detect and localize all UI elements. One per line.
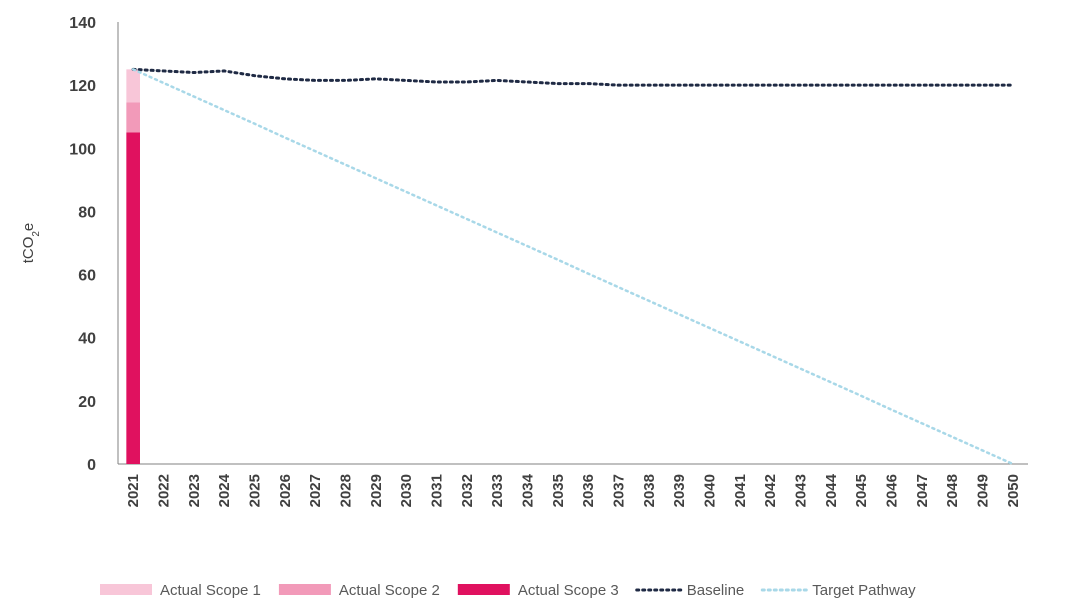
- x-tick-label: 2044: [823, 473, 840, 507]
- x-tick-label: 2050: [1005, 474, 1022, 507]
- x-tick-label: 2049: [975, 474, 992, 507]
- x-tick-label: 2048: [944, 474, 961, 507]
- x-tick-label: 2043: [793, 474, 810, 507]
- x-tick-label: 2033: [489, 474, 506, 507]
- line-target-pathway: [131, 68, 1015, 466]
- x-tick-label: 2029: [368, 474, 385, 507]
- y-tick-label: 140: [69, 15, 96, 32]
- x-tick-label: 2035: [550, 474, 567, 507]
- y-tick-label: 0: [87, 457, 96, 474]
- x-tick-label: 2030: [398, 474, 415, 507]
- x-tick-label: 2021: [125, 474, 142, 507]
- line-baseline: [131, 67, 1015, 87]
- y-tick-label: 80: [78, 204, 96, 221]
- x-tick-label: 2036: [580, 474, 597, 507]
- x-tick-label: 2022: [156, 474, 173, 507]
- bar-actual-scope-1: [126, 69, 140, 103]
- x-tick-label: 2047: [914, 474, 931, 507]
- y-tick-label: 40: [78, 331, 96, 348]
- y-tick-label: 100: [69, 141, 96, 158]
- x-tick-label: 2028: [338, 474, 355, 507]
- x-tick-label: 2039: [671, 474, 688, 507]
- legend-label-actual-scope-2: Actual Scope 2: [339, 582, 440, 599]
- y-tick-label: 20: [78, 394, 96, 411]
- x-tick-label: 2031: [429, 474, 446, 507]
- x-tick-label: 2034: [520, 473, 537, 507]
- x-tick-label: 2032: [459, 474, 476, 507]
- x-tick-label: 2045: [853, 474, 870, 507]
- x-tick-label: 2037: [611, 474, 628, 507]
- legend-swatch-actual-scope-3: [457, 584, 510, 595]
- x-tick-label: 2023: [186, 474, 203, 507]
- x-tick-label: 2027: [307, 474, 324, 507]
- bar-actual-scope-2: [126, 102, 140, 133]
- y-tick-label: 60: [78, 268, 96, 285]
- legend-label-actual-scope-3: Actual Scope 3: [518, 582, 619, 599]
- x-tick-label: 2040: [702, 474, 719, 507]
- x-tick-label: 2041: [732, 474, 749, 507]
- bar-actual-scope-3: [126, 132, 140, 464]
- x-tick-label: 2038: [641, 474, 658, 507]
- y-tick-label: 120: [69, 78, 96, 95]
- x-tick-label: 2025: [247, 474, 264, 507]
- y-axis-label: tCO2e: [20, 223, 42, 264]
- legend-swatch-actual-scope-2: [278, 584, 331, 595]
- x-tick-label: 2042: [762, 474, 779, 507]
- legend-label-baseline: Baseline: [687, 582, 745, 599]
- x-tick-label: 2024: [216, 473, 233, 507]
- legend-label-target-pathway: Target Pathway: [812, 582, 916, 599]
- legend-swatch-actual-scope-1: [100, 584, 152, 595]
- legend-label-actual-scope-1: Actual Scope 1: [160, 582, 261, 599]
- x-tick-label: 2026: [277, 474, 294, 507]
- x-tick-label: 2046: [884, 474, 901, 507]
